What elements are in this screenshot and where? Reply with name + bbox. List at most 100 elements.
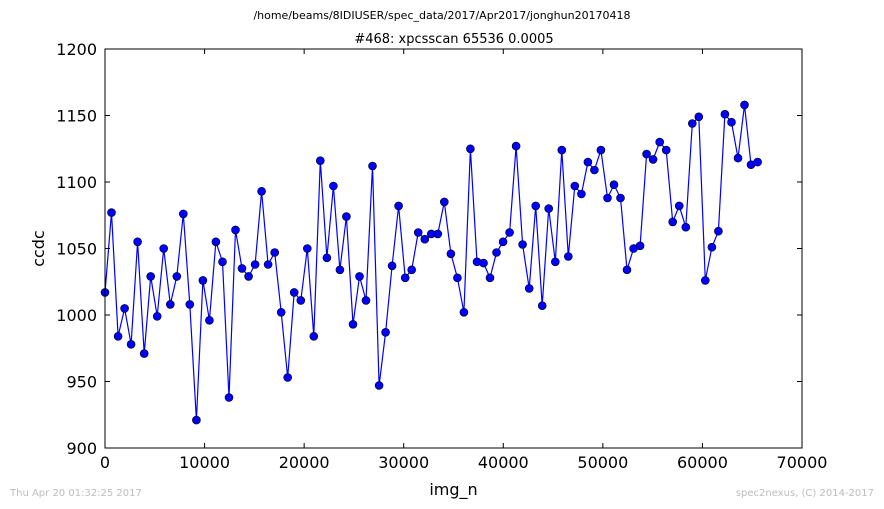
x-tick-label: 20000 xyxy=(279,453,330,472)
data-point xyxy=(257,187,266,196)
data-point xyxy=(577,189,586,199)
data-point xyxy=(505,228,514,237)
data-point xyxy=(244,272,253,281)
data-point xyxy=(126,339,136,349)
data-point xyxy=(192,415,201,425)
data-point xyxy=(302,244,312,253)
y-tick-label: 1150 xyxy=(56,107,97,126)
data-point xyxy=(687,119,697,128)
x-tick-label: 40000 xyxy=(478,453,529,472)
data-point xyxy=(270,248,280,257)
y-tick-label: 950 xyxy=(66,373,97,392)
data-point xyxy=(231,225,240,235)
data-point xyxy=(694,112,704,122)
data-point xyxy=(707,242,717,252)
data-point xyxy=(283,373,293,382)
data-point xyxy=(205,315,214,325)
x-tick-label: 60000 xyxy=(677,453,728,472)
data-point xyxy=(133,237,142,247)
data-point xyxy=(361,296,371,305)
data-point xyxy=(700,276,710,285)
data-point xyxy=(674,201,684,211)
footer-credit: spec2nexus, (C) 2014-2017 xyxy=(735,488,874,499)
data-point xyxy=(753,157,762,167)
data-point xyxy=(583,157,593,167)
data-point xyxy=(668,217,678,227)
data-point xyxy=(655,137,665,147)
data-point xyxy=(570,181,580,191)
data-point xyxy=(433,229,443,239)
data-point xyxy=(113,331,123,341)
data-point xyxy=(661,145,671,155)
data-point xyxy=(120,304,129,313)
data-point xyxy=(185,300,195,309)
data-point xyxy=(198,276,208,285)
data-point xyxy=(381,327,390,337)
data-point xyxy=(289,288,299,297)
data-point xyxy=(681,222,691,232)
data-point xyxy=(420,234,430,244)
data-point xyxy=(107,208,116,217)
data-point xyxy=(250,260,260,269)
data-point xyxy=(609,180,619,189)
data-point xyxy=(544,204,554,213)
y-tick-label: 1000 xyxy=(56,306,97,325)
x-tick-label: 70000 xyxy=(777,453,828,472)
x-tick-label: 30000 xyxy=(378,453,429,472)
data-point xyxy=(563,252,573,261)
y-tick-label: 1100 xyxy=(56,173,97,192)
x-tick-label: 50000 xyxy=(577,453,628,472)
data-point xyxy=(400,273,410,283)
data-point xyxy=(466,144,475,154)
data-point xyxy=(413,228,423,237)
data-point xyxy=(720,109,730,119)
data-point xyxy=(714,226,723,236)
data-point xyxy=(453,273,462,283)
data-point xyxy=(603,193,612,203)
data-point xyxy=(642,149,651,159)
data-point xyxy=(342,212,351,221)
data-point xyxy=(439,197,449,207)
data-point xyxy=(322,253,332,263)
data-point xyxy=(276,307,286,317)
figure-supertitle: /home/beams/8IDIUSER/spec_data/2017/Apr2… xyxy=(253,9,631,22)
data-point xyxy=(733,153,743,163)
data-point xyxy=(211,237,221,247)
data-point xyxy=(335,265,345,275)
data-point xyxy=(485,273,495,283)
data-point xyxy=(407,265,417,275)
data-point xyxy=(590,165,599,175)
data-point xyxy=(511,141,521,151)
data-point xyxy=(498,237,508,247)
y-tick-label: 1050 xyxy=(56,240,97,259)
data-point xyxy=(557,145,567,155)
data-point xyxy=(524,284,534,293)
data-point xyxy=(446,249,456,259)
data-point xyxy=(329,181,338,191)
data-point xyxy=(309,331,319,341)
data-point xyxy=(374,381,384,390)
data-point xyxy=(635,241,645,251)
plot-frame xyxy=(104,48,803,449)
data-point xyxy=(237,264,247,273)
y-tick-label: 1200 xyxy=(56,40,97,59)
footer-timestamp: Thu Apr 20 01:32:25 2017 xyxy=(10,488,142,499)
data-point xyxy=(479,258,488,268)
data-point xyxy=(179,209,188,219)
data-point xyxy=(537,301,547,311)
data-point xyxy=(152,311,162,321)
data-point xyxy=(172,272,182,281)
data-point xyxy=(518,240,527,249)
x-axis-label: img_n xyxy=(429,480,477,500)
data-point xyxy=(263,260,273,269)
series-line xyxy=(104,104,758,421)
data-point xyxy=(139,349,149,358)
data-point xyxy=(616,193,625,203)
data-point xyxy=(146,272,155,281)
data-point xyxy=(550,257,560,267)
y-axis-label: ccdc xyxy=(29,230,48,267)
data-point xyxy=(224,393,234,402)
data-point xyxy=(492,248,501,257)
data-point xyxy=(218,257,227,267)
